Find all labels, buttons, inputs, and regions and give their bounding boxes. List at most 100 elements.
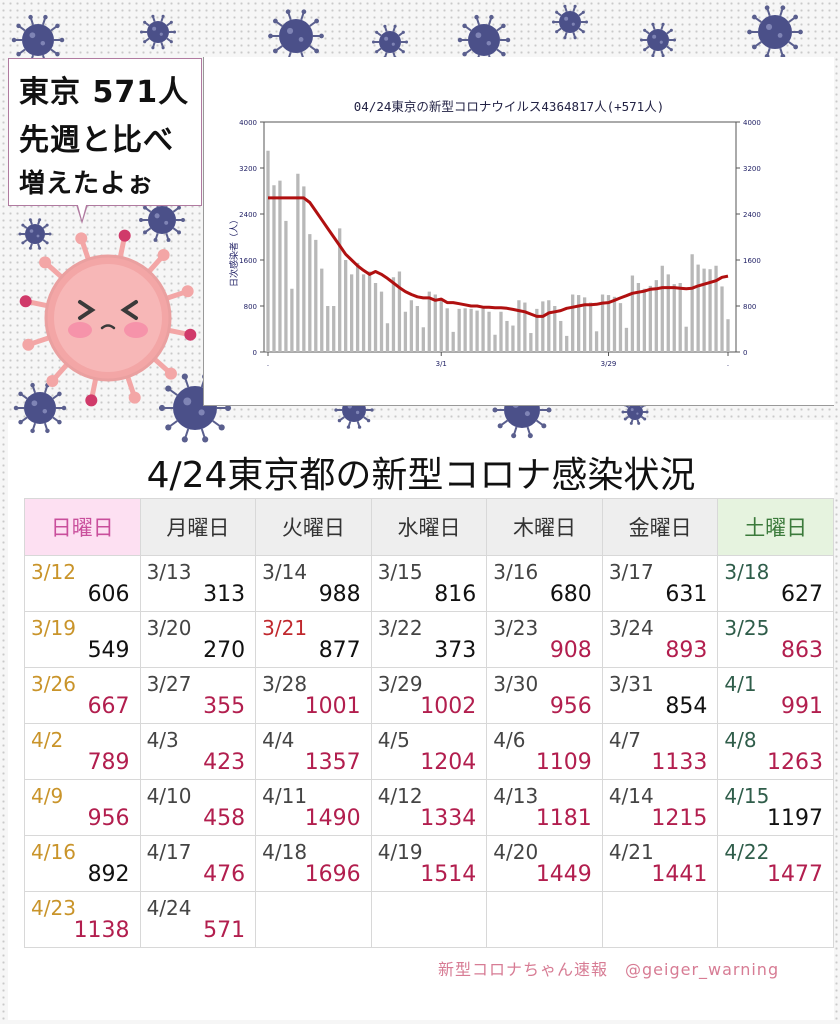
chart-title: 04/24東京の新型コロナウイルス4364817人(+571人) (354, 99, 664, 114)
daily-bar (678, 283, 682, 352)
mascot-spike (31, 335, 51, 346)
chart-panel: 04/24東京の新型コロナウイルス4364817人(+571人) 日次感染者（人… (203, 57, 834, 406)
cell-date: 4/18 (262, 840, 308, 864)
cell-case-count: 1215 (651, 806, 708, 831)
daily-bar (582, 297, 587, 352)
cell-case-count: 631 (665, 582, 708, 607)
mascot-spike-tip (184, 328, 197, 341)
cell-date: 3/30 (493, 672, 539, 696)
daily-bar (624, 327, 629, 352)
cell-case-count: 680 (549, 582, 592, 607)
calendar-week-row: 3/26 667 3/27 355 3/28 1001 3/29 1002 3/30 956 3/3… (24, 667, 834, 724)
daily-bar (427, 291, 431, 352)
daily-bar (726, 319, 730, 352)
calendar-day-cell: 3/15 816 (370, 555, 488, 612)
y-tick-label-left: 4000 (239, 119, 257, 127)
cell-case-count: 1490 (304, 806, 361, 831)
cell-date: 3/29 (377, 672, 423, 696)
cell-date: 3/22 (377, 616, 423, 640)
mascot-spike-tip (164, 367, 177, 380)
mascot-virus-icon (19, 229, 197, 407)
cell-date: 3/17 (608, 560, 654, 584)
daily-bar (565, 335, 569, 352)
cell-case-count: 877 (318, 638, 361, 663)
x-tick-label: . (727, 360, 729, 368)
daily-bar (278, 180, 282, 352)
weekday-header: 月曜日 (139, 498, 257, 556)
calendar-day-cell (255, 891, 372, 948)
daily-bar (349, 274, 354, 352)
calendar-week-row: 4/2 789 4/3 423 4/4 1357 4/5 1204 4/6 1109 4/7 1133… (24, 723, 834, 780)
daily-bar (499, 311, 503, 352)
cell-case-count: 789 (87, 750, 130, 775)
mascot-spike (80, 241, 91, 261)
cell-date: 4/9 (31, 784, 64, 808)
footer-credit: 新型コロナちゃん速報 @geiger_warning (438, 960, 780, 979)
calendar-day-cell: 3/18 627 (717, 555, 834, 612)
y-tick-label-left: 3200 (239, 165, 257, 173)
y-tick-label-right: 1600 (743, 257, 761, 265)
cell-case-count: 956 (549, 694, 592, 719)
mascot-spike (46, 263, 64, 279)
daily-bar (314, 239, 318, 352)
daily-bar (708, 269, 712, 352)
daily-bar (385, 323, 390, 352)
mascot-spike-tip (85, 394, 98, 407)
daily-bar (642, 288, 647, 352)
cell-date: 4/1 (724, 672, 757, 696)
cell-case-count: 893 (665, 638, 708, 663)
cell-date: 4/10 (146, 784, 192, 808)
cell-case-count: 1263 (767, 750, 823, 775)
daily-bar (475, 310, 479, 352)
daily-bar (541, 301, 545, 352)
daily-bar (266, 150, 270, 352)
mascot-spike-tip (118, 229, 131, 242)
calendar-day-cell: 3/16 680 (486, 555, 603, 612)
cell-date: 4/8 (724, 728, 757, 752)
cell-case-count: 1449 (535, 862, 592, 887)
calendar-day-cell (486, 891, 603, 948)
virus-icon (551, 4, 589, 40)
cell-date: 3/25 (724, 616, 770, 640)
daily-bar (720, 286, 724, 352)
cell-case-count: 1696 (304, 862, 361, 887)
daily-bar (457, 308, 461, 352)
cell-date: 3/26 (31, 672, 76, 696)
cell-date: 3/31 (608, 672, 654, 696)
cell-date: 3/28 (262, 672, 308, 696)
calendar-day-cell: 4/8 1263 (717, 723, 834, 780)
daily-bar (684, 326, 688, 352)
calendar-week-row: 4/9 956 4/10 458 4/11 1490 4/12 1334 4/13 1181 4/1… (24, 779, 834, 836)
cell-case-count: 270 (203, 638, 246, 663)
cell-date: 3/12 (31, 560, 76, 584)
calendar-day-cell: 3/27 355 (139, 667, 257, 724)
calendar-day-cell: 4/11 1490 (255, 779, 372, 836)
cell-date: 3/19 (31, 616, 76, 640)
mascot-spike-tip (75, 232, 88, 245)
weekday-header: 木曜日 (486, 498, 603, 556)
mascot-spike-tip (46, 374, 59, 387)
calendar-day-cell: 3/24 893 (601, 611, 719, 668)
daily-bar (547, 300, 551, 352)
cell-case-count: 988 (318, 582, 361, 607)
cell-date: 4/21 (608, 840, 654, 864)
virus-icon (268, 9, 324, 63)
mascot-spike (152, 357, 170, 373)
calendar-day-cell: 3/26 667 (24, 667, 141, 724)
x-tick-label: . (267, 360, 269, 368)
weekday-header: 水曜日 (370, 498, 488, 556)
daily-bar (666, 274, 670, 352)
cell-case-count: 956 (87, 806, 130, 831)
daily-bar (672, 284, 676, 352)
cell-date: 3/16 (493, 560, 539, 584)
y-tick-label-right: 3200 (743, 165, 761, 173)
daily-bar (391, 277, 396, 352)
cell-case-count: 549 (87, 638, 130, 663)
daily-bar (445, 308, 449, 352)
calendar-day-cell: 4/24 571 (139, 891, 257, 948)
daily-bar (606, 295, 611, 352)
mascot-spike-tip (128, 391, 141, 404)
calendar-day-cell: 3/31 854 (601, 667, 719, 724)
calendar-day-cell: 4/6 1109 (486, 723, 603, 780)
cell-date: 4/20 (493, 840, 539, 864)
